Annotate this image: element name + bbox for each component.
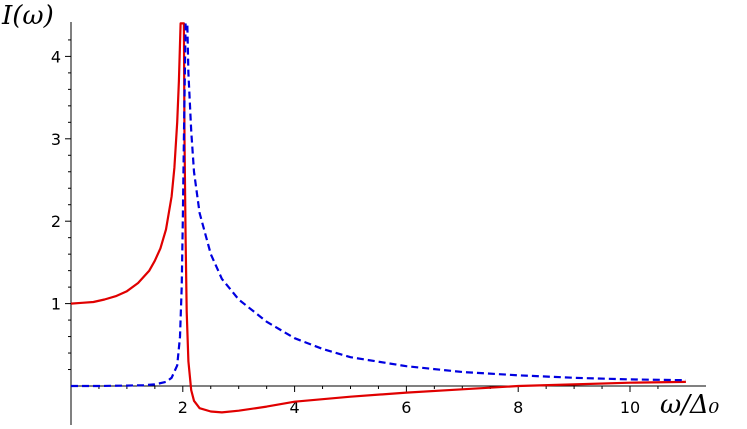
x-axis-label: ω/Δ₀	[660, 390, 720, 420]
y-axis-label: I(ω)	[1, 1, 54, 31]
x-tick-label: 2	[178, 398, 188, 417]
solid-series-line	[70, 22, 686, 414]
y-tick-label: 2	[51, 212, 61, 231]
y-tick-label: 4	[51, 47, 61, 66]
x-tick-label: 8	[513, 398, 523, 417]
x-tick-label: 4	[290, 398, 300, 417]
axis-labels: I(ω) ω/Δ₀	[1, 1, 720, 420]
x-tick-label: 6	[401, 398, 411, 417]
curves	[70, 22, 686, 414]
dashed-series-line	[71, 22, 686, 388]
y-tick-label: 3	[51, 130, 61, 149]
x-tick-label: 10	[620, 398, 640, 417]
y-tick-label: 1	[51, 295, 61, 314]
